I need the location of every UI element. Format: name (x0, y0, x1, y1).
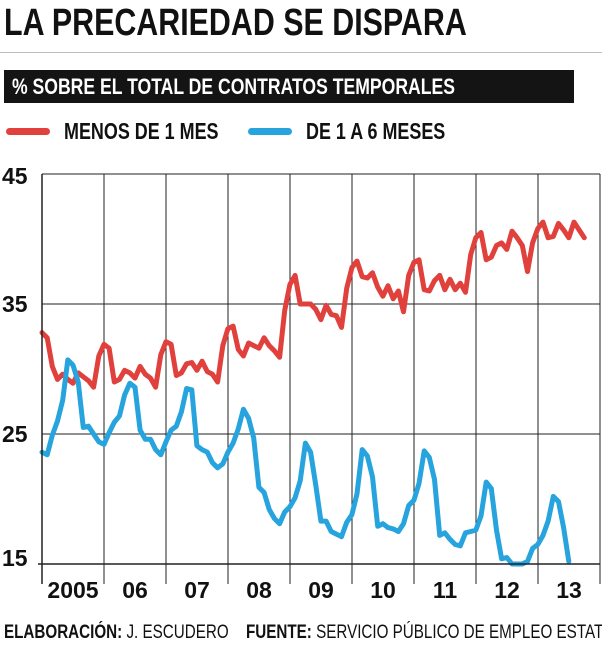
x-tick-label-13: 13 (556, 577, 582, 603)
legend-item-series-1: MENOS DE 1 MES (4, 118, 244, 146)
grid-layer (42, 173, 601, 584)
axis-layer: 15 25 35 45 2005 06 07 08 09 10 11 12 13 (2, 163, 600, 603)
x-tick-label-11: 11 (433, 577, 458, 603)
legend-swatch-red (6, 128, 50, 135)
x-tick-label-2005: 2005 (47, 577, 98, 603)
y-tick-label-15: 15 (2, 545, 28, 571)
source-line: FUENTE: SERVICIO PÚBLICO DE EMPLEO ESTAT… (246, 622, 602, 644)
y-tick-label-45: 45 (2, 163, 28, 189)
chart-title: LA PRECARIEDAD SE DISPARA (4, 2, 467, 44)
subtitle-text: % SOBRE EL TOTAL DE CONTRATOS TEMPORALES (12, 74, 455, 99)
y-tick-label-25: 25 (2, 421, 28, 447)
x-tick-label-09: 09 (308, 577, 334, 603)
x-tick-label-12: 12 (494, 577, 520, 603)
credit-value: J. ESCUDERO (126, 622, 229, 643)
title-divider (0, 52, 602, 53)
legend-label-series-1: MENOS DE 1 MES (64, 118, 219, 144)
credit-label: ELABORACIÓN: (4, 622, 123, 643)
series-layer (39, 219, 587, 567)
x-tick-label-08: 08 (246, 577, 272, 603)
line-chart: 15 25 35 45 2005 06 07 08 09 10 11 12 13 (2, 163, 601, 603)
x-tick-label-07: 07 (184, 577, 210, 603)
legend-item-series-2: DE 1 A 6 MESES (246, 118, 506, 146)
x-tick-label-10: 10 (370, 577, 396, 603)
legend-label-series-2: DE 1 A 6 MESES (306, 118, 446, 144)
chart-subtitle: % SOBRE EL TOTAL DE CONTRATOS TEMPORALES (4, 70, 574, 103)
source-label: FUENTE: (246, 622, 312, 643)
legend-swatch-blue (248, 128, 292, 135)
x-tick-label-06: 06 (122, 577, 148, 603)
series-line-1 (39, 219, 587, 390)
series-line-2 (39, 357, 572, 567)
source-value: SERVICIO PÚBLICO DE EMPLEO ESTATAL (316, 622, 602, 643)
y-tick-label-35: 35 (2, 291, 28, 317)
credit-line: ELABORACIÓN: J. ESCUDERO (4, 622, 229, 644)
